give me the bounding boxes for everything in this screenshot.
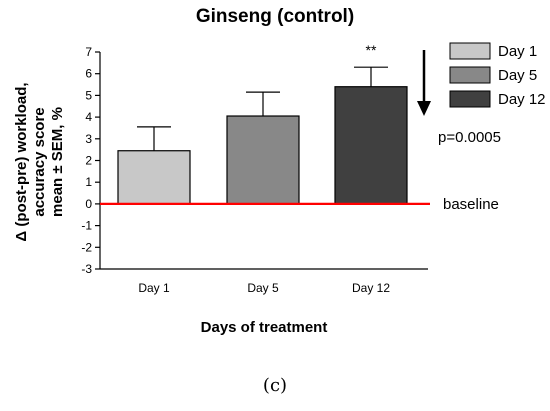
bar-day-5 [226, 115, 300, 205]
y-tick-label: 1 [85, 175, 92, 189]
legend-swatch [449, 66, 491, 84]
y-axis-title-line: accuracy score [31, 107, 48, 216]
p-value-note: p=0.0005 [438, 129, 501, 146]
figure-caption: (c) [263, 375, 287, 396]
y-tick-label: 6 [85, 67, 92, 81]
y-tick-label: -2 [81, 240, 92, 254]
y-tick-label: 5 [85, 88, 92, 102]
y-tick-label: 7 [85, 45, 92, 59]
legend-entry: Day 1 [498, 43, 537, 60]
y-tick-label: 2 [85, 154, 92, 168]
chart-title: Ginseng (control) [196, 6, 354, 27]
bar-day-12 [334, 86, 408, 205]
y-axis-title-line: mean ± SEM, % [49, 107, 66, 217]
trend-arrow-head-icon [417, 101, 431, 116]
legend-swatch [449, 90, 491, 108]
bar-day-1 [117, 150, 191, 205]
y-tick-label: 3 [85, 132, 92, 146]
y-axis-title: Δ (post-pre) workload,accuracy scoremean… [13, 82, 66, 241]
baseline-label: baseline [443, 196, 499, 213]
x-axis-title: Days of treatment [201, 319, 328, 336]
y-tick-label: 4 [85, 110, 92, 124]
y-tick-label: 0 [85, 197, 92, 211]
legend-entry: Day 5 [498, 67, 537, 84]
x-tick-label: Day 12 [352, 281, 390, 295]
y-axis-title-line: Δ (post-pre) workload, [13, 82, 30, 241]
y-tick-label: -3 [81, 262, 92, 276]
legend-entry: Day 12 [498, 91, 546, 108]
y-tick-label: -1 [81, 219, 92, 233]
legend-swatch [449, 42, 491, 60]
significance-marker: ** [366, 42, 377, 58]
x-tick-label: Day 1 [138, 281, 170, 295]
x-tick-label: Day 5 [247, 281, 279, 295]
